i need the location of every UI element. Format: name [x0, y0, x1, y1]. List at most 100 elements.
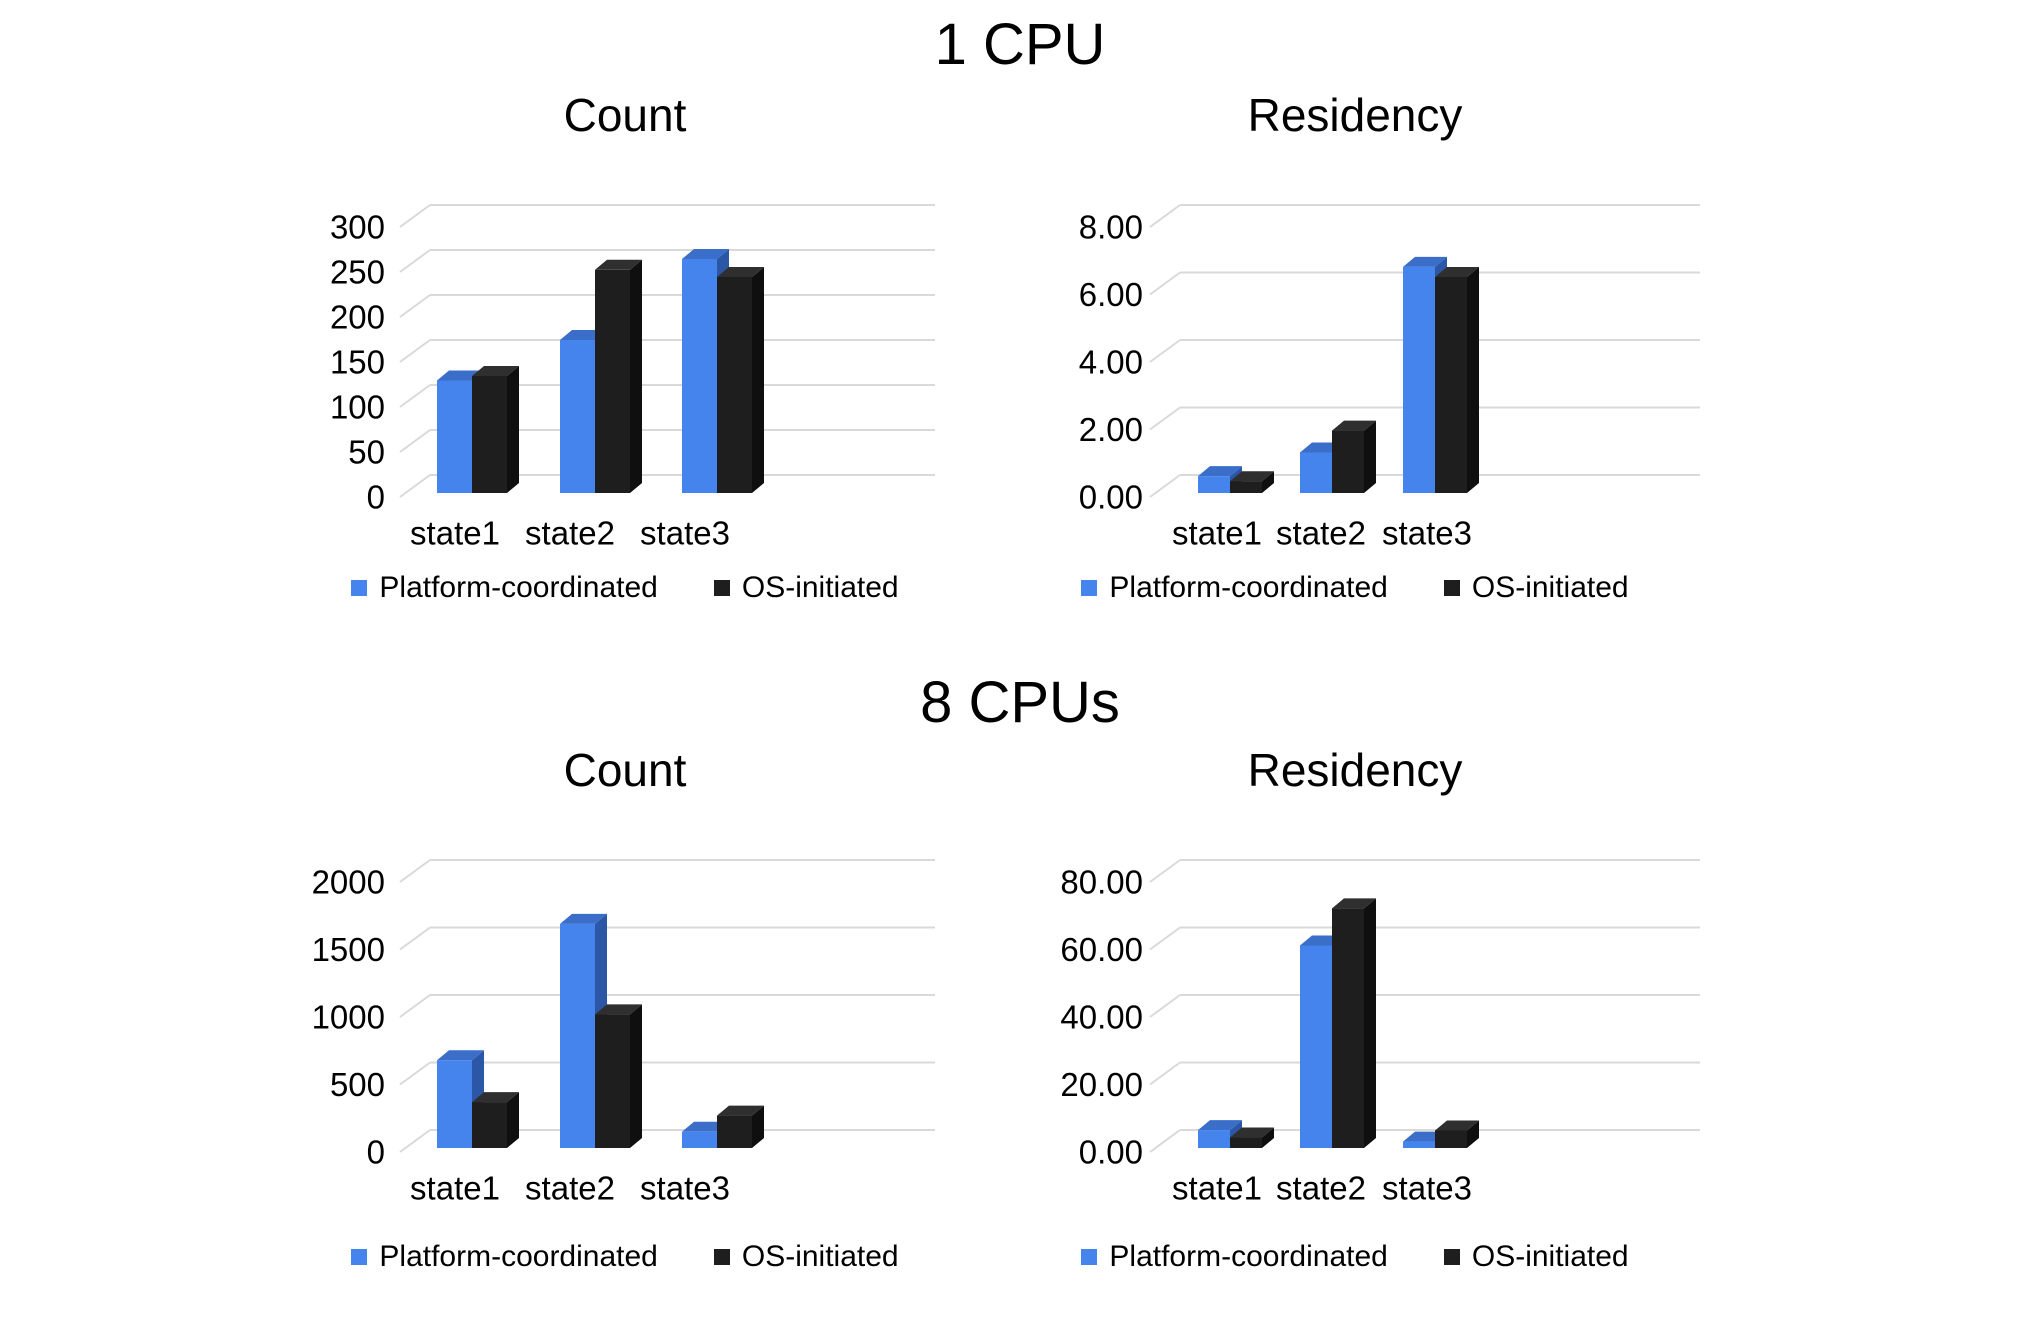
y-tick-label: 0.00 [1079, 479, 1143, 516]
bar-side-os-state1 [1262, 1127, 1274, 1148]
x-axis-label: state3 [1382, 1170, 1472, 1207]
y-tick-label: 60.00 [1060, 931, 1143, 968]
bar-os-state1 [472, 1102, 507, 1148]
legend-item-platform: Platform-coordinated [351, 1240, 658, 1274]
x-axis-label: state3 [640, 1170, 730, 1207]
bar-top-os-state3 [717, 267, 764, 277]
bar-side-os-state2 [1364, 898, 1376, 1148]
bar-top-os-state1 [472, 1092, 519, 1103]
section-title-1-cpu: 1 CPU [934, 12, 1106, 77]
x-axis-label: state1 [1172, 515, 1262, 552]
x-axis-label: state1 [1172, 1170, 1262, 1207]
bar-side-os-state2 [630, 1004, 642, 1148]
bar-side-os-state1 [507, 1092, 519, 1148]
y-tick-label: 2.00 [1079, 411, 1143, 448]
y-axis-tick-line [1149, 406, 1181, 431]
bar-chart-1cpu-residency: 8.00 6.00 4.00 2.00 0.00 state1 state2 state3 [1079, 204, 1700, 552]
bar-platform-state3 [682, 259, 717, 493]
chart-title-count: Count [563, 89, 687, 141]
y-tick-label: 4.00 [1079, 344, 1143, 381]
legend: Platform-coordinated OS-initiated [975, 571, 1735, 605]
bar-side-os-state3 [752, 1105, 764, 1148]
bar-os-state3 [717, 277, 752, 493]
y-axis-tick-line [1149, 204, 1181, 228]
bar-os-state1 [1230, 481, 1262, 493]
legend-swatch-os [713, 1249, 730, 1265]
y-axis-tick-line [1149, 859, 1181, 883]
bar-top-platform-state3 [1403, 256, 1447, 267]
bar-platform-state2 [560, 923, 595, 1148]
legend: Platform-coordinated OS-initiated [975, 1240, 1735, 1274]
y-axis-tick-line [399, 926, 431, 951]
legend-label-os: OS-initiated [1471, 1240, 1629, 1273]
y-tick-label: 20.00 [1060, 1066, 1143, 1103]
bar-side-os-state2 [1364, 420, 1376, 493]
x-axis-label: state2 [525, 515, 615, 552]
legend-item-platform: Platform-coordinated [351, 571, 658, 605]
y-axis-tick-line [1149, 1061, 1181, 1086]
legend-swatch-platform [351, 1249, 368, 1265]
chart-8cpus-residency: Residency 80.00 60.00 40.00 20.00 0.00 state1… [975, 740, 1735, 1274]
bar-platform-state3 [1403, 1141, 1435, 1148]
chart-8cpus-count: Count 2000 1500 1000 500 0 state1 state2 state3… [245, 740, 1005, 1274]
legend-swatch-os [713, 580, 730, 596]
bar-side-os-state3 [1467, 1120, 1479, 1148]
legend-item-os: OS-initiated [1443, 1240, 1629, 1274]
bar-os-state1 [1230, 1137, 1262, 1148]
y-tick-label: 100 [330, 389, 385, 426]
y-axis-tick-line [399, 1129, 431, 1153]
bar-side-os-state3 [1467, 267, 1479, 493]
y-tick-label: 150 [330, 344, 385, 381]
bar-platform-state2 [1300, 945, 1332, 1148]
bar-os-state3 [1435, 277, 1467, 493]
y-tick-label: 200 [330, 299, 385, 336]
x-axis-label: state1 [410, 515, 500, 552]
y-tick-label: 40.00 [1060, 999, 1143, 1036]
bar-top-os-state2 [595, 1004, 642, 1015]
y-axis-tick-line [1149, 994, 1181, 1018]
bar-platform-state2 [560, 340, 595, 493]
bar-top-os-state2 [595, 259, 642, 270]
legend-label-os: OS-initiated [741, 571, 899, 604]
y-axis-tick-line [1149, 926, 1181, 951]
bar-top-os-state3 [1435, 267, 1479, 277]
x-axis-label: state2 [1276, 515, 1366, 552]
bar-platform-state3 [682, 1131, 717, 1148]
y-axis-tick-line [399, 1061, 431, 1086]
legend-label-platform: Platform-coordinated [379, 1240, 658, 1273]
legend-swatch-os [1443, 1249, 1460, 1265]
bar-platform-state3 [1403, 266, 1435, 493]
legend-swatch-platform [1081, 1249, 1098, 1265]
x-axis-label: state2 [1276, 1170, 1366, 1207]
legend-swatch-platform [351, 580, 368, 596]
y-tick-label: 250 [330, 254, 385, 291]
y-axis-tick-line [399, 249, 431, 273]
bar-side-os-state1 [1262, 471, 1274, 493]
y-axis-tick-line [399, 429, 431, 453]
bar-os-state2 [595, 1014, 630, 1148]
legend-label-platform: Platform-coordinated [1109, 571, 1388, 604]
y-axis-tick-line [399, 339, 431, 363]
bar-top-os-state2 [1332, 898, 1376, 909]
y-axis-tick-line [399, 204, 431, 228]
y-axis-tick-line [399, 474, 431, 498]
bar-top-platform-state1 [1198, 1120, 1242, 1131]
bar-os-state2 [1332, 430, 1364, 493]
y-axis-tick-line [1149, 339, 1181, 363]
legend-item-os: OS-initiated [1443, 571, 1629, 605]
bar-chart-8cpus-residency: 80.00 60.00 40.00 20.00 0.00 state1 state2 stat… [1060, 859, 1700, 1207]
bar-platform-state2 [1300, 452, 1332, 493]
y-tick-label: 50 [348, 434, 385, 471]
legend-label-os: OS-initiated [741, 1240, 899, 1273]
bar-top-platform-state1 [437, 1050, 484, 1061]
bar-platform-state1 [437, 1060, 472, 1148]
chart-title-residency: Residency [1247, 89, 1463, 141]
y-axis-tick-line [399, 994, 431, 1018]
legend-swatch-os [1443, 580, 1460, 596]
chart-1cpu-residency: Residency 8.00 6.00 4.00 2.00 0.00 state1 stat… [975, 85, 1735, 605]
y-axis-tick-line [399, 384, 431, 408]
bar-os-state2 [1332, 908, 1364, 1148]
y-tick-label: 80.00 [1060, 864, 1143, 901]
legend-label-os: OS-initiated [1471, 571, 1629, 604]
legend-item-os: OS-initiated [713, 571, 899, 605]
